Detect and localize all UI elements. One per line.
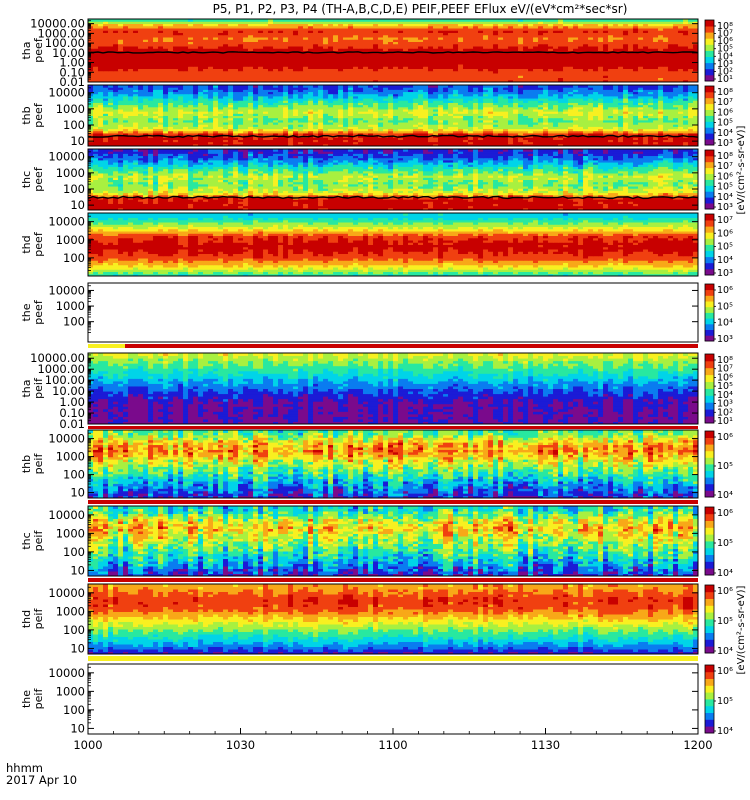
figure-title: P5, P1, P2, P3, P4 (TH-A,B,C,D,E) PEIF,P… <box>213 2 628 16</box>
colorbar-segment <box>705 63 714 69</box>
colorbar-segment <box>705 57 714 64</box>
panel-stack: 10000.001000.00100.0010.001.000.100.01th… <box>20 17 733 737</box>
colorbar-segment <box>705 44 714 51</box>
colorbar-segment <box>705 75 714 82</box>
heatmap-tha-peef <box>88 19 699 83</box>
panel-tha-peef: 10000.001000.00100.0010.001.000.100.01th… <box>20 17 733 89</box>
colorbar-segment <box>705 26 714 32</box>
colorbar-segment <box>705 38 714 45</box>
colorbar-segment <box>705 51 714 58</box>
colorbar-tick-label: 10¹ <box>717 74 733 85</box>
panel-label: peef <box>32 37 45 63</box>
colorbar-segment <box>705 20 714 27</box>
colorbar-segment <box>705 32 714 39</box>
colorbar-segment <box>705 69 714 76</box>
